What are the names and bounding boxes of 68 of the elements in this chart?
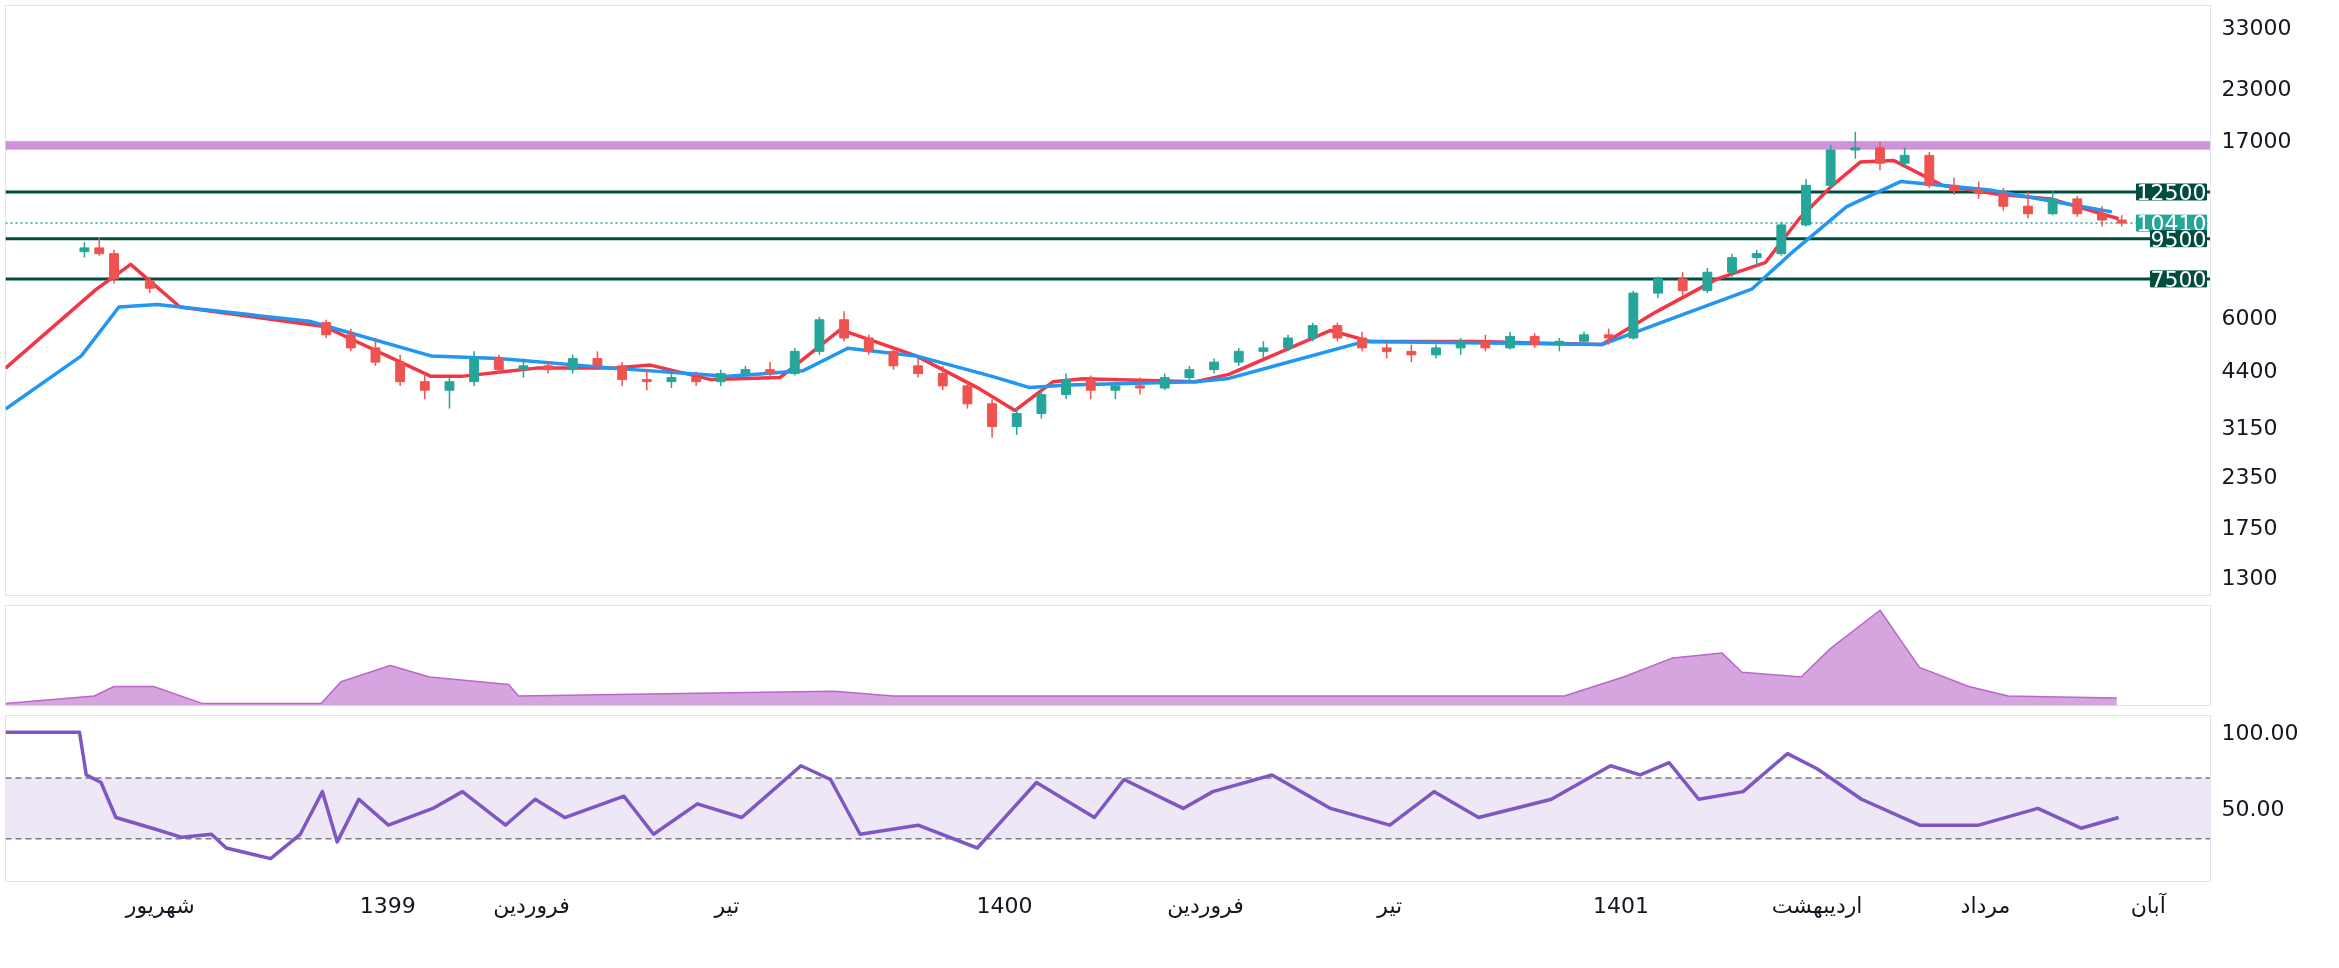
x-tick-label: تیر: [1376, 892, 1403, 918]
candlestick: [641, 368, 652, 391]
ref-line-label: 12500: [2136, 179, 2207, 205]
candlestick: [2023, 191, 2033, 220]
y-tick-label: 1300: [2221, 565, 2278, 591]
candlestick: [888, 347, 899, 371]
y-tick-label: 4400: [2221, 357, 2278, 383]
candlestick: [419, 372, 430, 400]
candlestick: [1085, 374, 1096, 400]
y-tick-label: 17000: [2221, 127, 2292, 153]
candlestick: [839, 310, 850, 342]
candlestick: [2072, 195, 2083, 218]
candlestick: [1011, 407, 1022, 436]
x-tick-label: فروردین: [1167, 892, 1244, 918]
candlestick: [321, 319, 332, 339]
candlestick: [493, 354, 504, 375]
ref-line-label: 7500: [2150, 266, 2207, 292]
candlestick: [1307, 321, 1318, 342]
candlestick: [518, 357, 529, 379]
candlestick: [592, 350, 603, 371]
y-tick-label: 50.00: [2221, 796, 2285, 822]
candlestick: [617, 361, 628, 387]
candlestick: [1677, 271, 1688, 297]
y-tick-label: 1750: [2221, 514, 2278, 540]
candlestick: [1357, 330, 1367, 353]
candlestick: [2097, 205, 2107, 228]
candlestick: [94, 236, 105, 257]
candlestick: [567, 354, 578, 375]
candlestick: [863, 334, 874, 356]
candlestick: [1061, 372, 1072, 400]
candlestick: [1899, 147, 1910, 168]
candlestick: [765, 361, 776, 379]
x-tick-label: اردیبهشت: [1771, 892, 1863, 918]
candlestick: [345, 327, 356, 353]
x-tick-label: 1399: [359, 892, 416, 918]
candlestick: [370, 337, 381, 367]
candlestick: [469, 350, 480, 387]
candlestick: [1875, 140, 1885, 172]
x-tick-label: آبان: [2130, 891, 2167, 918]
x-tick-label: 1401: [1593, 892, 1650, 918]
x-tick-label: مرداد: [1960, 892, 2011, 918]
y-tick-label: 3150: [2221, 414, 2278, 440]
candlestick: [962, 380, 973, 410]
candlestick: [1332, 321, 1343, 342]
candlestick: [937, 365, 948, 391]
y-tick-label: 23000: [2221, 76, 2292, 102]
x-tick-label: تیر: [713, 892, 740, 918]
x-tick-label: شهریور: [124, 892, 195, 918]
candlestick: [987, 398, 998, 439]
y-tick-label: 2350: [2221, 464, 2278, 490]
candlestick: [444, 376, 455, 410]
candlestick: [913, 357, 924, 379]
y-tick-label: 6000: [2221, 304, 2278, 330]
candlestick: [1135, 376, 1145, 396]
x-tick-label: 1400: [976, 892, 1033, 918]
line-series: [5, 730, 2121, 861]
candlestick: [1653, 275, 1663, 299]
candlestick: [1850, 131, 1861, 160]
y-tick-label: 33000: [2221, 14, 2292, 40]
candlestick: [1036, 389, 1047, 420]
x-tick-label: فروردین: [493, 892, 570, 918]
candlestick: [395, 354, 406, 387]
candlestick: [1998, 187, 2009, 212]
candlestick: [789, 347, 800, 377]
candlestick: [2047, 189, 2058, 217]
candlestick: [1702, 267, 1713, 294]
candlestick: [1727, 252, 1737, 278]
y-tick-label: 100.00: [2221, 720, 2299, 746]
